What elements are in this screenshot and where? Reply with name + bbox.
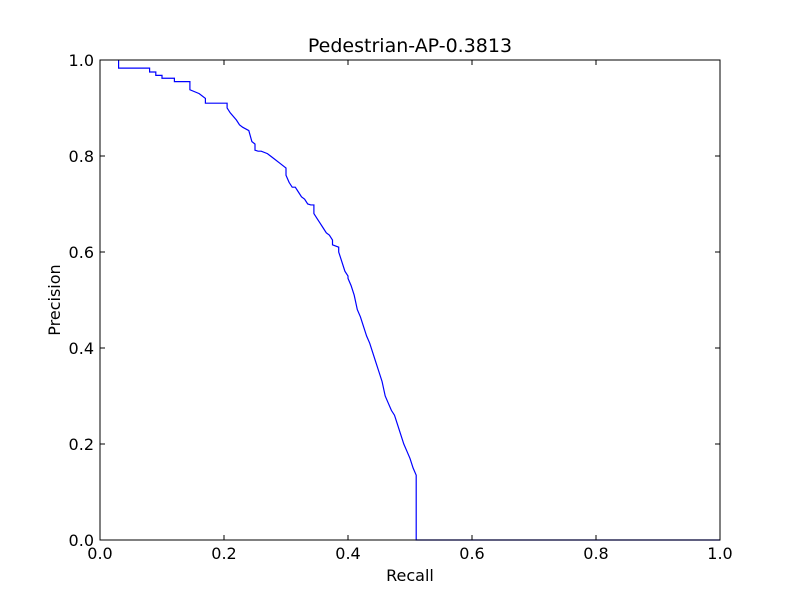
series-line-0	[117, 60, 720, 541]
x-tick-label-3: 0.6	[459, 544, 484, 563]
plot-area	[117, 60, 720, 541]
y-tick-label-4: 0.8	[69, 147, 94, 166]
y-tick-label-0: 0.0	[69, 531, 94, 550]
y-tick-label-5: 1.0	[69, 51, 94, 70]
x-tick-label-0: 0.0	[87, 544, 112, 563]
y-axis-label: Precision	[45, 264, 64, 335]
plot-frame	[99, 59, 721, 541]
x-axis-label: Recall	[386, 566, 434, 585]
x-tick-label-1: 0.2	[211, 544, 236, 563]
y-tick-label-3: 0.6	[69, 243, 94, 262]
x-tick-label-2: 0.4	[335, 544, 360, 563]
chart-title: Pedestrian-AP-0.3813	[308, 35, 512, 57]
x-tick-label-4: 0.8	[583, 544, 608, 563]
y-tick-label-2: 0.4	[69, 339, 94, 358]
x-tick-label-5: 1.0	[707, 544, 732, 563]
y-tick-label-1: 0.2	[69, 435, 94, 454]
tick-group: 0.0 0.2 0.4 0.6 0.8 1.0 0.0 0.2 0.4 0.6 0.8 1.0	[69, 51, 733, 563]
